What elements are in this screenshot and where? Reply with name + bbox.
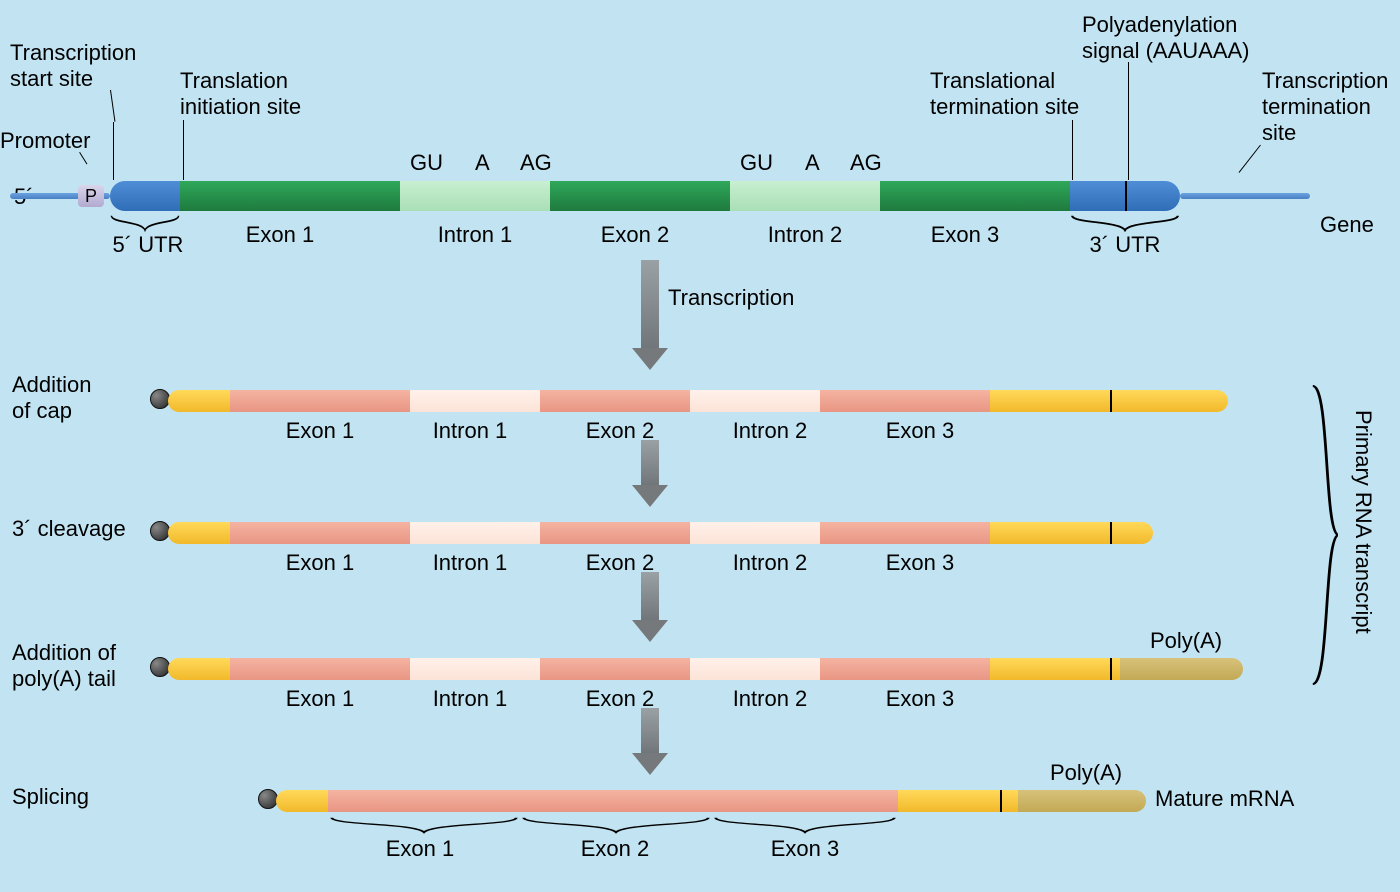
label-a-1: A [475,150,490,176]
label-exon2: Exon 2 [560,222,710,248]
r3-exon3: Exon 3 [850,686,990,712]
rna-row-2 [168,522,1153,544]
r1-intron1: Intron 1 [400,418,540,444]
r3-intron2: Intron 2 [700,686,840,712]
brace-3utr [1070,214,1180,232]
diagram-canvas: 5´ Promoter Transcription start site Tra… [0,0,1400,892]
label-gene: Gene [1320,212,1374,238]
label-polya-r3: Poly(A) [1150,628,1222,654]
r1-exon2: Exon 2 [550,418,690,444]
label-5utr: 5´ UTR [108,232,188,258]
seg-exon2 [550,181,730,211]
label-polya-signal-text: Polyadenylation signal (AAUAAA) [1082,12,1250,63]
dna-line-right [1180,193,1310,199]
seg-5utr [110,181,180,211]
r3-exon2: Exon 2 [550,686,690,712]
r1-intron2: Intron 2 [700,418,840,444]
label-intron2: Intron 2 [730,222,880,248]
label-tts: Translational termination site [930,68,1079,120]
label-ag-2: AG [850,150,882,176]
brace-primary [1310,384,1338,686]
label-polya-step-text: Addition of poly(A) tail [12,640,116,691]
label-cap-step-text: Addition of cap [12,372,92,423]
label-tss: Transcription start site [10,40,136,92]
label-primary: Primary RNA transcript [1350,410,1376,634]
r2-intron2: Intron 2 [700,550,840,576]
leader-tts [1072,120,1073,180]
seg-exon3 [880,181,1070,211]
m-exon3: Exon 3 [745,836,865,862]
label-3utr: 3´ UTR [1075,232,1175,258]
r1-exon1: Exon 1 [260,418,380,444]
label-polya-step: Addition of poly(A) tail [12,640,116,692]
polya-tick [1125,181,1127,211]
r3-intron1: Intron 1 [400,686,540,712]
label-ag-1: AG [520,150,552,176]
promoter-p: P [85,186,97,206]
rna-row-1 [168,390,1228,412]
rna-row-3 [168,658,1243,680]
r2-exon1: Exon 1 [260,550,380,576]
tick-r3 [1110,658,1112,680]
brace-m-exon1 [328,816,520,834]
leader-polya [1128,62,1129,180]
label-tis-text: Translation initiation site [180,68,301,119]
label-splicing: Splicing [12,784,89,810]
label-txn-term-text: Transcription termination site [1262,68,1388,145]
seg-exon1 [180,181,400,211]
leader-tss [110,90,115,122]
rna-row-mature [276,790,1146,812]
label-gu-2: GU [740,150,773,176]
leader-tss-2 [113,122,114,180]
tick-r4 [1000,790,1002,812]
label-intron1: Intron 1 [400,222,550,248]
gene-bar [110,181,1180,211]
tick-r2 [1110,522,1112,544]
leader-tis [183,120,184,180]
label-tis: Translation initiation site [180,68,301,120]
cap-2 [150,521,170,541]
label-polya-r4: Poly(A) [1050,760,1122,786]
label-a-2: A [805,150,820,176]
r2-exon2: Exon 2 [550,550,690,576]
arrow-3 [632,572,668,642]
cap-3 [150,657,170,677]
arrow-4 [632,708,668,775]
label-mature: Mature mRNA [1155,786,1294,812]
label-cap-step: Addition of cap [12,372,92,424]
label-tss-text: Transcription start site [10,40,136,91]
m-exon1: Exon 1 [360,836,480,862]
seg-intron1 [400,181,550,211]
label-tts-text: Translational termination site [930,68,1079,119]
brace-m-exon2 [520,816,712,834]
cap-1 [150,389,170,409]
label-promoter: Promoter [0,128,90,154]
r1-exon3: Exon 3 [850,418,990,444]
brace-5utr [110,214,180,232]
brace-m-exon3 [712,816,898,834]
r2-exon3: Exon 3 [850,550,990,576]
label-exon3: Exon 3 [890,222,1040,248]
r3-exon1: Exon 1 [260,686,380,712]
label-txn-term: Transcription termination site [1262,68,1388,146]
label-cleave: 3´ cleavage [12,516,126,542]
promoter-box: P [78,185,104,207]
m-exon2: Exon 2 [555,836,675,862]
arrow-transcription [632,260,668,370]
label-exon1: Exon 1 [220,222,340,248]
label-gu-1: GU [410,150,443,176]
label-polya-signal: Polyadenylation signal (AAUAAA) [1082,12,1250,64]
seg-intron2 [730,181,880,211]
label-transcription: Transcription [668,285,794,311]
arrow-2 [632,440,668,507]
cap-4 [258,789,278,809]
leader-txn-term [1239,145,1261,173]
r2-intron1: Intron 1 [400,550,540,576]
tick-r1 [1110,390,1112,412]
